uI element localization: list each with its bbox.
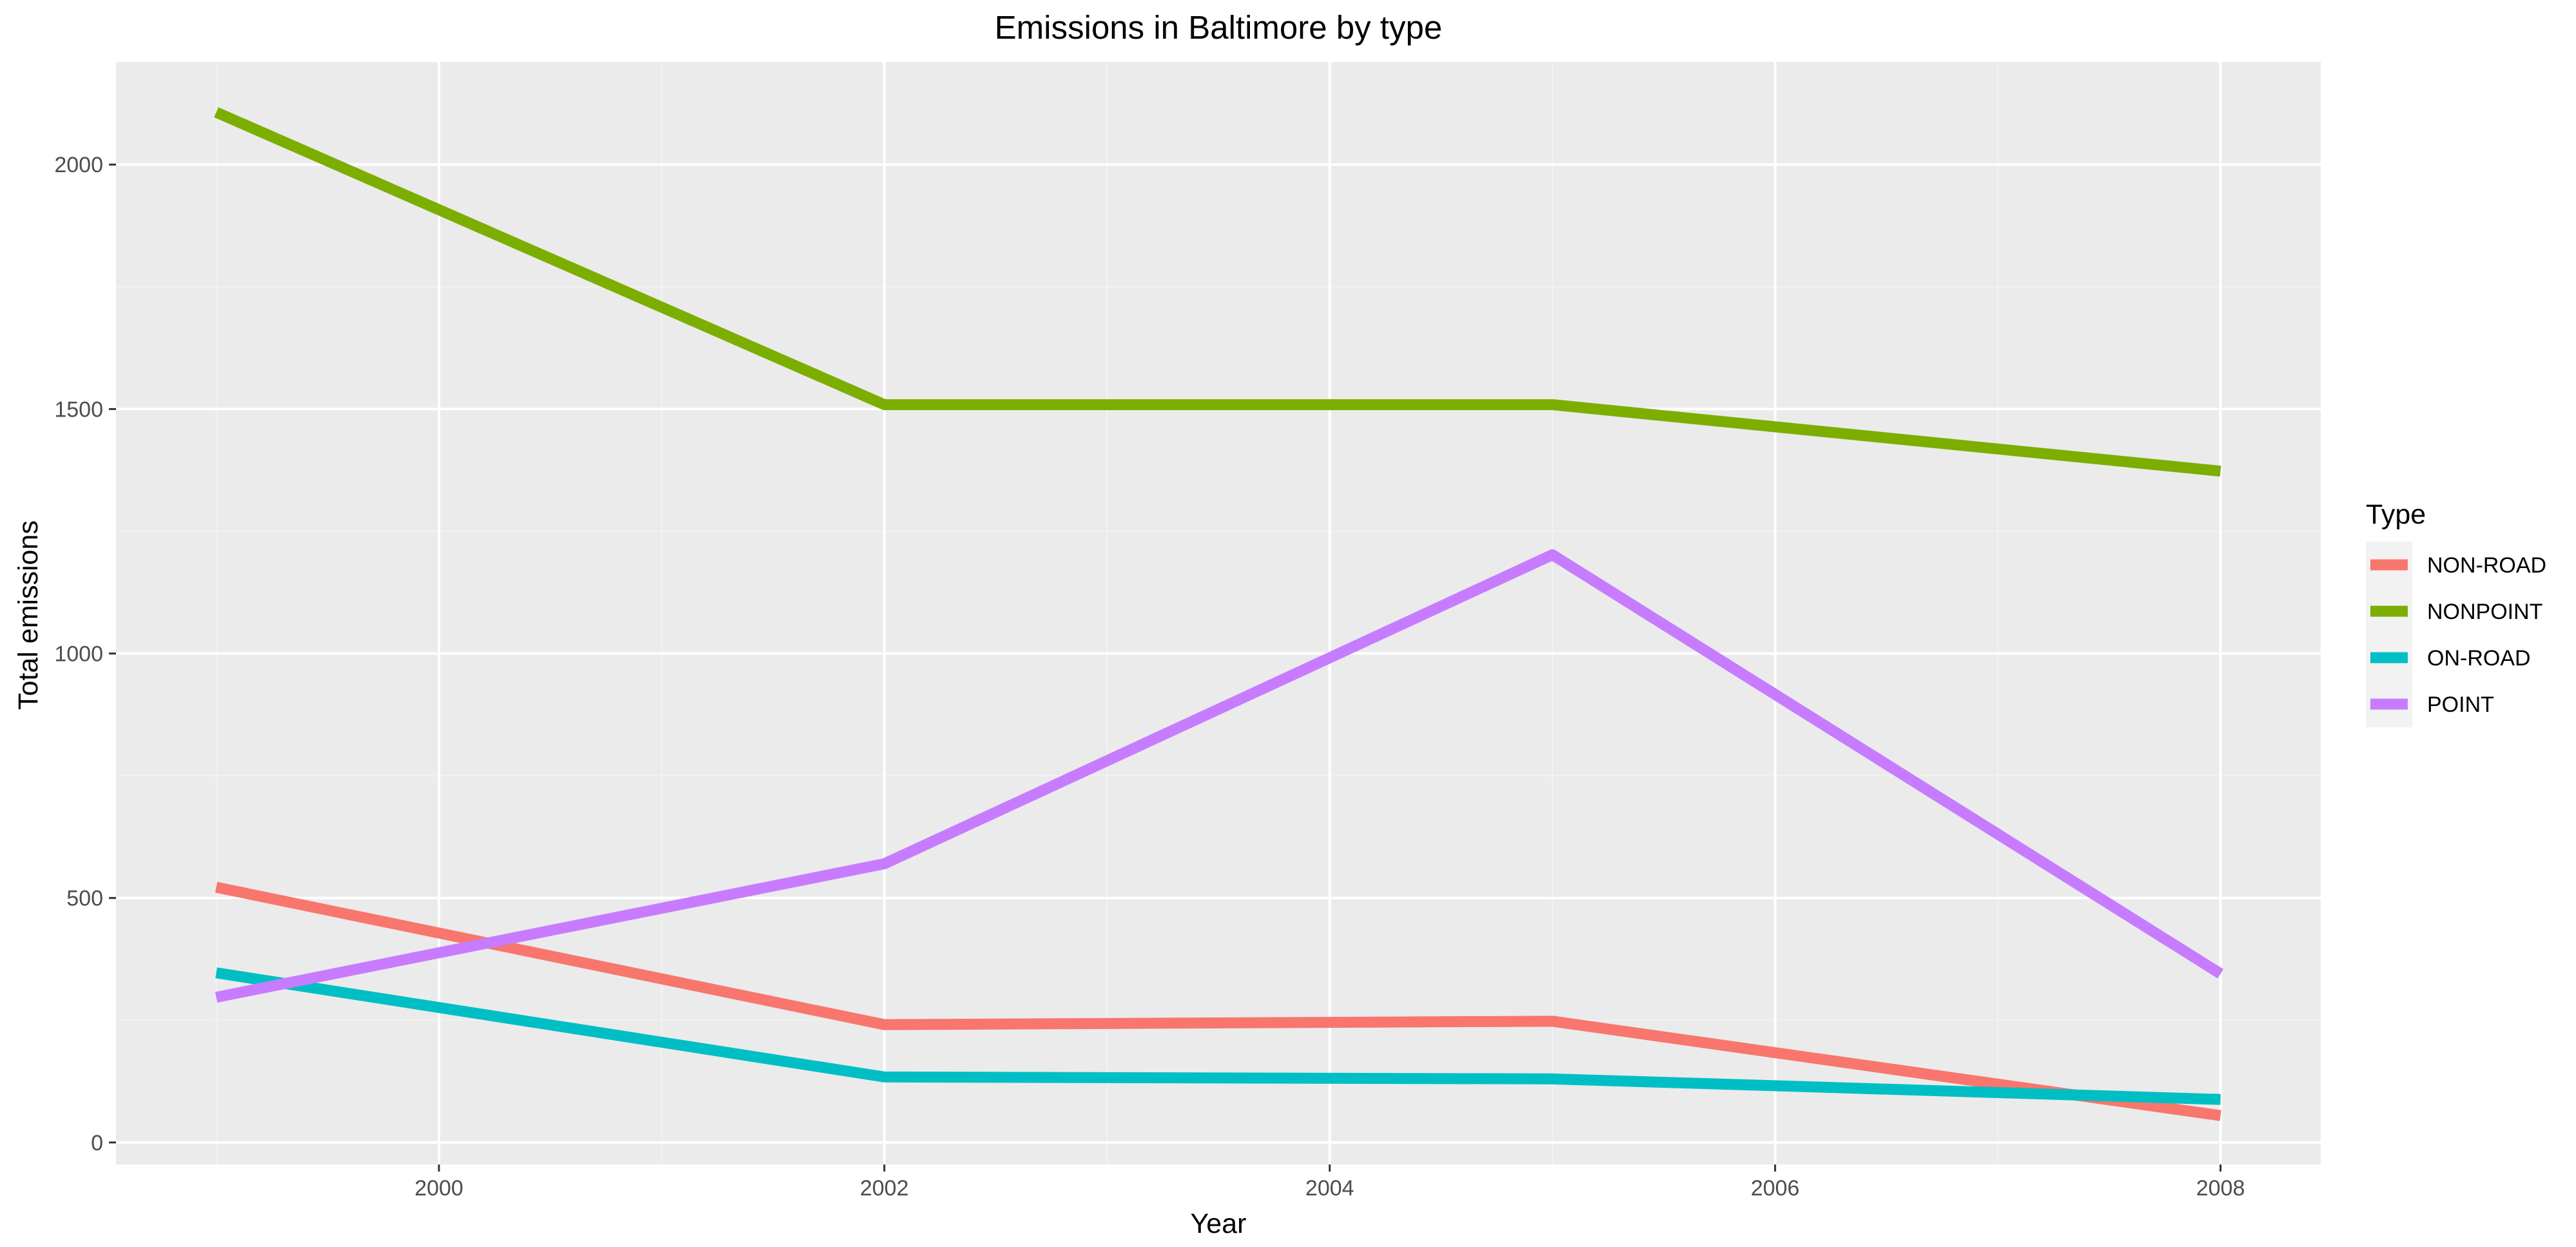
series-line-point	[215, 549, 2224, 1003]
tick-labels: 2000 2002 2004 2006 2008 0 500 1000 1500 2000	[54, 153, 2245, 1201]
y-tick-label: 0	[91, 1131, 103, 1155]
legend-label-point: POINT	[2427, 692, 2494, 717]
series-layer	[214, 107, 2224, 1121]
series-line-non-road	[215, 881, 2221, 1121]
legend-label-on-road: ON-ROAD	[2427, 646, 2531, 671]
plot-panel	[116, 62, 2321, 1164]
y-tick-label: 1000	[54, 642, 103, 667]
panel-background	[116, 62, 2321, 1164]
x-tick-label: 2008	[2196, 1176, 2245, 1201]
y-tick-label: 2000	[54, 153, 103, 177]
series-line-on-road	[215, 967, 2221, 1105]
y-axis-title: Total emissions	[13, 520, 44, 710]
legend-label-non-road: NON-ROAD	[2427, 553, 2546, 578]
x-tick-label: 2006	[1751, 1176, 1800, 1201]
x-tick-label: 2002	[860, 1176, 909, 1201]
legend: Type NON-ROAD NONPOINT ON-ROAD POINT	[2366, 499, 2546, 727]
y-tick-label: 1500	[54, 397, 103, 422]
x-tick-label: 2000	[415, 1176, 463, 1201]
x-tick-label: 2004	[1305, 1176, 1354, 1201]
x-axis-title: Year	[1191, 1208, 1247, 1239]
series-line-nonpoint	[214, 107, 2221, 477]
legend-label-nonpoint: NONPOINT	[2427, 600, 2542, 624]
y-tick-label: 500	[66, 887, 103, 911]
chart-title: Emissions in Baltimore by type	[995, 9, 1442, 46]
legend-title: Type	[2366, 499, 2426, 530]
